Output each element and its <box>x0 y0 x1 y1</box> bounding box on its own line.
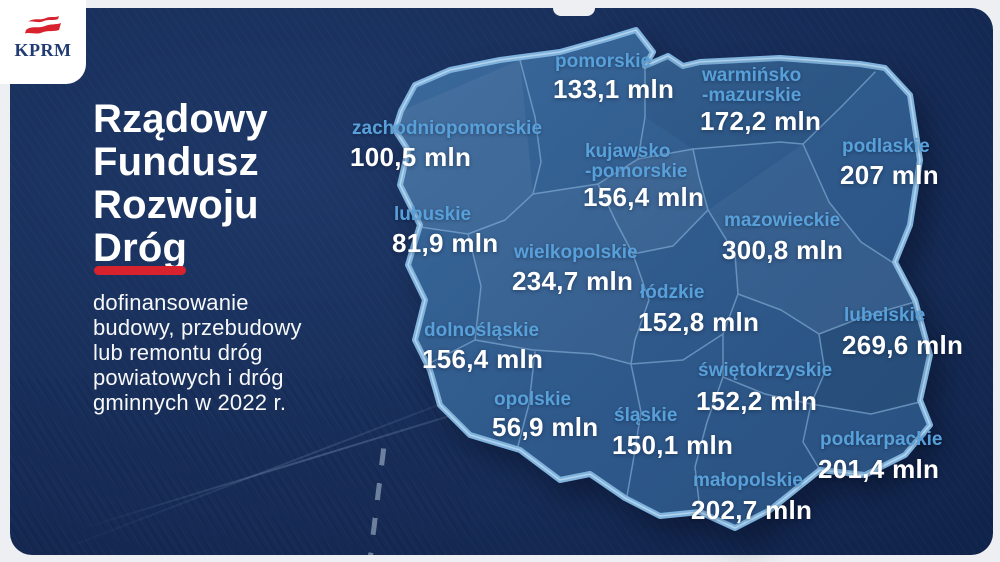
kprm-logo: KPRM <box>0 0 86 84</box>
title-line: Dróg <box>93 226 188 270</box>
title-line: Fundusz <box>93 140 259 184</box>
road-photo-texture <box>10 378 470 555</box>
subtitle-line: gminnych w 2022 r. <box>93 390 287 415</box>
subtitle: dofinansowanie budowy, przebudowy lub re… <box>93 290 302 415</box>
subtitle-line: lub remontu dróg <box>93 340 263 365</box>
region-shading <box>395 56 930 414</box>
country-outline-highlight <box>394 29 931 529</box>
poland-map <box>392 27 933 531</box>
subtitle-line: budowy, przebudowy <box>93 315 302 340</box>
subtitle-line: dofinansowanie <box>93 290 249 315</box>
kprm-logo-text: KPRM <box>14 40 72 60</box>
title-line: Rozwoju <box>93 183 259 227</box>
voivodeship-borders <box>419 59 921 511</box>
polish-flag-icon <box>25 16 61 34</box>
page-title: Rządowy Fundusz Rozwoju Dróg <box>93 98 268 270</box>
subtitle-line: powiatowych i dróg <box>93 365 284 390</box>
red-divider <box>94 266 186 275</box>
panel-top-notch <box>553 8 595 16</box>
title-line: Rządowy <box>93 97 268 141</box>
